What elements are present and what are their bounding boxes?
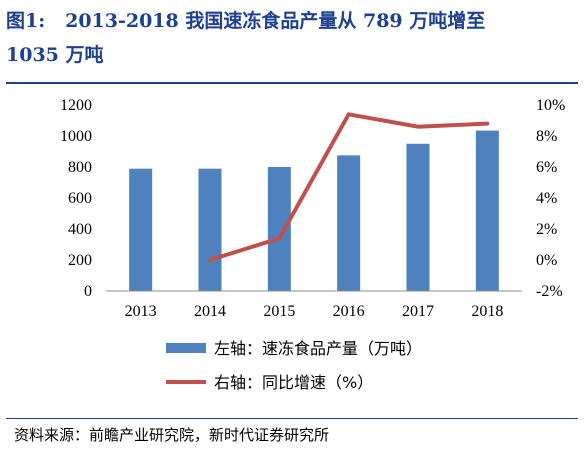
x-tick-label: 2014: [194, 303, 226, 320]
x-tick-label: 2015: [263, 303, 295, 320]
y-right-tick-label: 10%: [536, 97, 565, 114]
source-note: 资料来源：前瞻产业研究院，新时代证券研究所: [14, 426, 330, 444]
bar-2014: [198, 168, 222, 291]
title-divider: [6, 82, 578, 84]
bar-2013: [129, 168, 153, 291]
figure-title-line1: 2013-2018 我国速冻食品产量从 789 万吨增至: [65, 10, 486, 32]
y-right-tick-label: 8%: [536, 128, 557, 145]
figure-label: 图1:: [6, 10, 46, 32]
y-left-tick-label: 200: [68, 252, 92, 269]
figure-title: 图1: 2013-2018 我国速冻食品产量从 789 万吨增至 1035 万吨: [6, 4, 578, 72]
y-left-tick-label: 1200: [60, 97, 92, 114]
y-right-tick-label: 4%: [536, 190, 557, 207]
legend-bar-swatch: [166, 343, 206, 353]
bar-2018: [475, 130, 499, 291]
y-left-tick-label: 0: [84, 283, 92, 300]
y-right-tick-label: -2%: [536, 283, 563, 300]
y-left-tick-label: 600: [68, 190, 92, 207]
legend-line-label: 右轴：同比增速（%）: [214, 373, 373, 392]
x-tick-label: 2017: [402, 303, 434, 320]
y-left-tick-label: 400: [68, 221, 92, 238]
y-right-tick-label: 2%: [536, 221, 557, 238]
y-left-tick-label: 800: [68, 159, 92, 176]
bar-2016: [337, 155, 361, 291]
x-tick-label: 2013: [125, 303, 157, 320]
x-tick-label: 2018: [471, 303, 503, 320]
bar-2015: [267, 167, 291, 291]
legend-bar-label: 左轴：速冻食品产量（万吨）: [214, 339, 422, 358]
footer-divider: [6, 418, 578, 419]
figure-title-line2: 1035 万吨: [6, 44, 104, 66]
y-left-tick-label: 1000: [60, 128, 92, 145]
x-tick-label: 2016: [333, 303, 365, 320]
y-right-tick-label: 0%: [536, 252, 557, 269]
y-right-tick-label: 6%: [536, 159, 557, 176]
chart: 0 200 400 600 800 1000 1200 -2% 0% 2% 4% 6% 8% 10% 201…: [60, 97, 565, 392]
bar-2017: [406, 143, 430, 291]
